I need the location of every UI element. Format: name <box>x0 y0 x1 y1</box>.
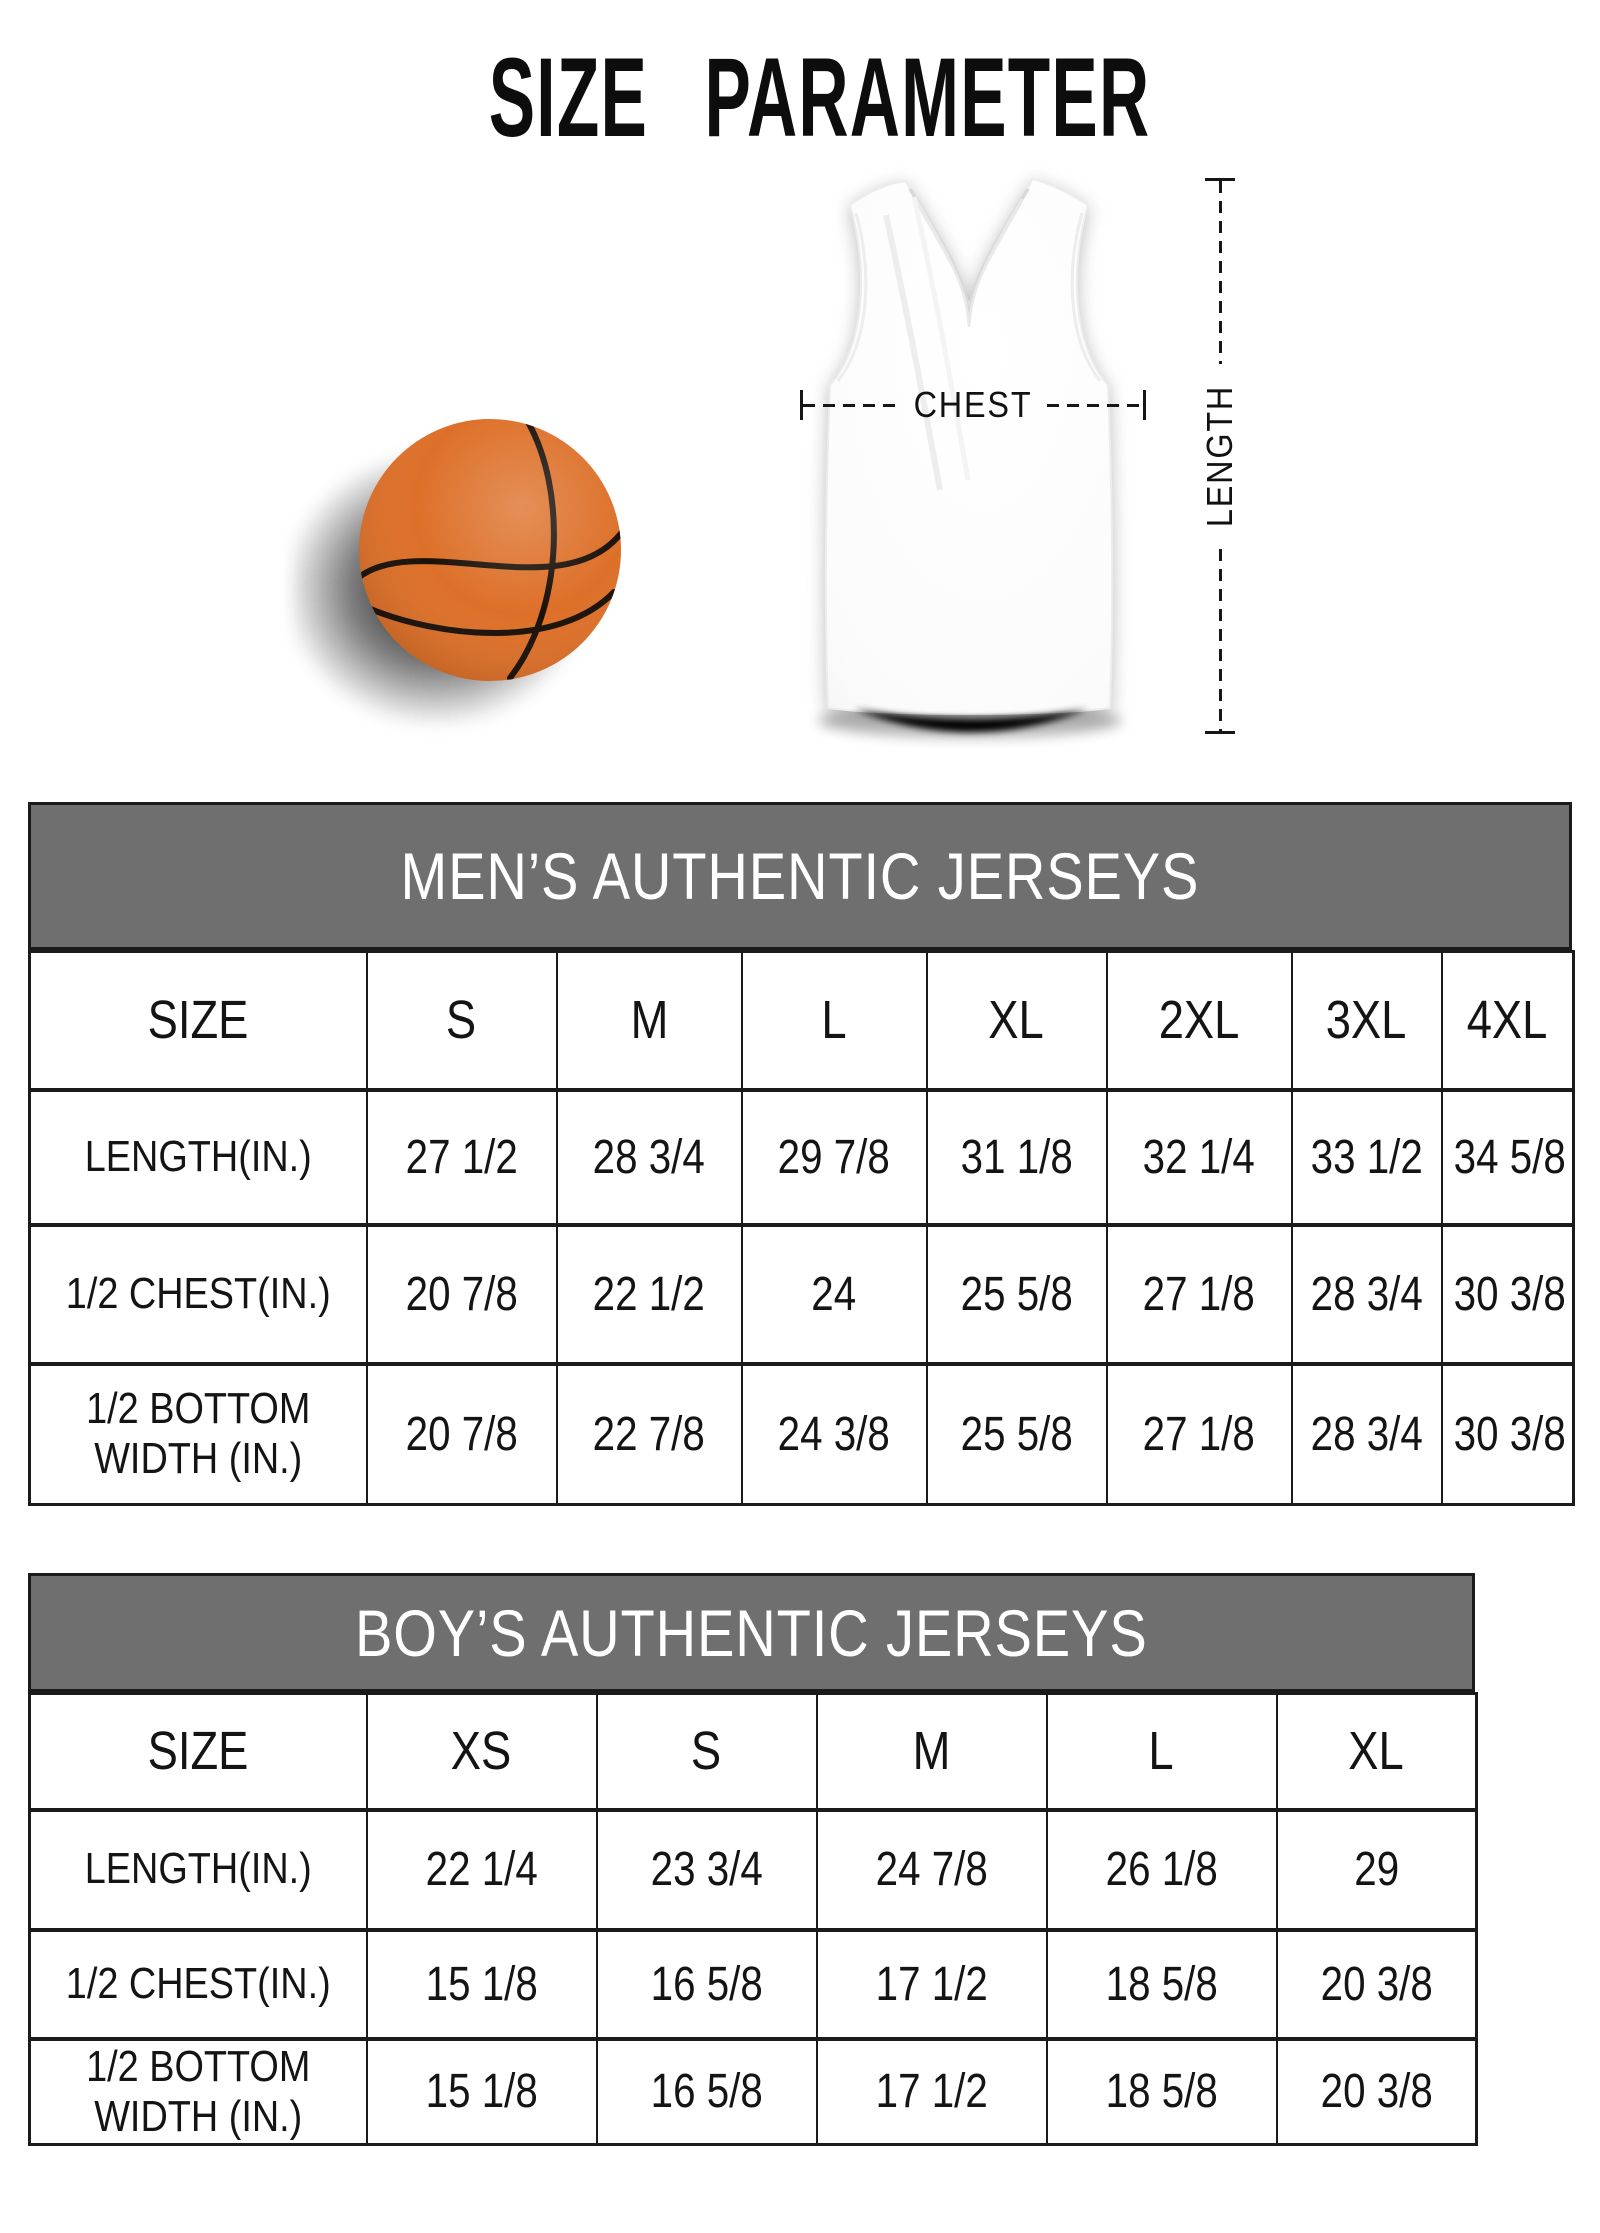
value-cell: 16 5/8 <box>595 2038 817 2145</box>
column-header-cell: L <box>740 951 927 1092</box>
value-cell: 28 3/4 <box>555 1089 742 1227</box>
basketball-shading <box>359 419 621 681</box>
page-title: SIZE PARAMETER <box>489 35 1151 160</box>
value-cell: 20 3/8 <box>1275 2038 1477 2145</box>
value-cell: 27 1/2 <box>365 1089 557 1227</box>
value-cell: 25 5/8 <box>925 1363 1107 1505</box>
value-cell: 34 5/8 <box>1440 1089 1574 1227</box>
value-cell: 24 3/8 <box>740 1363 927 1505</box>
value-cell: 30 3/8 <box>1440 1363 1574 1505</box>
value-cell: 25 5/8 <box>925 1224 1107 1366</box>
length-label-box: LENGTH <box>1141 364 1299 549</box>
jersey-armhole-left <box>836 212 868 382</box>
row-label-cell: 1/2 BOTTOM WIDTH (IN.) <box>86 2041 311 2141</box>
value-cell: 22 1/4 <box>365 1809 597 1932</box>
value-cell: 20 7/8 <box>365 1363 557 1505</box>
value-cell: 28 3/4 <box>1290 1224 1442 1366</box>
jersey-hem-shadow <box>854 709 1088 732</box>
length-dash-top <box>1218 181 1222 364</box>
value-cell: 16 5/8 <box>595 1929 817 2041</box>
chest-dash-left <box>803 403 899 407</box>
value-cell: 18 5/8 <box>1045 2038 1277 2145</box>
boys-length-row: LENGTH(IN.) 22 1/4 23 3/4 24 7/8 26 1/8 … <box>29 1809 1477 1932</box>
column-header-cell: 2XL <box>1105 951 1292 1092</box>
boys-table-title: BOY’S AUTHENTIC JERSEYS <box>355 1595 1148 1670</box>
row-label-cell: LENGTH(IN.) <box>29 1809 367 1932</box>
value-cell: 30 3/8 <box>1440 1224 1574 1366</box>
boys-table-header: BOY’S AUTHENTIC JERSEYS <box>28 1573 1475 1692</box>
row-label-cell: 1/2 CHEST(IN.) <box>29 1929 367 2041</box>
column-header-cell: XS <box>365 1693 597 1812</box>
column-header-cell: SIZE <box>29 951 367 1092</box>
jersey-crease <box>883 214 943 491</box>
jersey-crease <box>911 196 971 481</box>
boys-columns-row: SIZE XS S M L XL <box>29 1693 1477 1812</box>
value-cell: 20 3/8 <box>1275 1929 1477 2041</box>
value-cell: 24 7/8 <box>815 1809 1047 1932</box>
jersey-body <box>824 177 1114 715</box>
column-header-cell: XL <box>1275 1693 1477 1812</box>
column-header-cell: SIZE <box>29 1693 367 1812</box>
column-header-cell: 3XL <box>1290 951 1442 1092</box>
boys-chest-row: 1/2 CHEST(IN.) 15 1/8 16 5/8 17 1/2 18 5… <box>29 1929 1477 2041</box>
column-header-cell: S <box>595 1693 817 1812</box>
boys-bottom-width-row: 1/2 BOTTOM WIDTH (IN.) 15 1/8 16 5/8 17 … <box>30 2038 1477 2145</box>
mens-length-row: LENGTH(IN.) 27 1/2 28 3/4 29 7/8 31 1/8 … <box>29 1089 1574 1227</box>
value-cell: 20 7/8 <box>365 1224 557 1366</box>
length-dash-bottom <box>1218 548 1222 731</box>
mens-size-table: SIZE S M L XL 2XL 3XL 4XL LENGTH(IN.) 27… <box>28 950 1575 1506</box>
jersey-neck-trim-inner <box>914 198 1024 328</box>
value-cell: 28 3/4 <box>1290 1363 1442 1505</box>
mens-columns-row: SIZE S M L XL 2XL 3XL 4XL <box>29 951 1574 1092</box>
value-cell: 32 1/4 <box>1105 1089 1292 1227</box>
mens-bottom-width-row: 1/2 BOTTOM WIDTH (IN.) 20 7/8 22 7/8 24 … <box>30 1363 1574 1505</box>
column-header-cell: 4XL <box>1440 951 1574 1092</box>
mens-chest-row: 1/2 CHEST(IN.) 20 7/8 22 1/2 24 25 5/8 2… <box>29 1224 1574 1366</box>
length-tick-bottom <box>1205 731 1235 734</box>
value-cell: 22 1/2 <box>555 1224 742 1366</box>
value-cell: 17 1/2 <box>815 1929 1047 2041</box>
chest-tick-right <box>1143 390 1147 420</box>
value-cell: 29 <box>1275 1809 1477 1932</box>
column-header-cell: XL <box>925 951 1107 1092</box>
page-title-wrap: SIZE PARAMETER <box>0 42 1600 154</box>
value-cell: 22 7/8 <box>555 1363 742 1505</box>
mens-table-title: MEN’S AUTHENTIC JERSEYS <box>400 839 1200 913</box>
chest-measure-line: CHEST <box>800 384 1147 425</box>
value-cell: 33 1/2 <box>1290 1089 1442 1227</box>
length-measure-line: LENGTH <box>1199 178 1240 734</box>
value-cell: 29 7/8 <box>740 1089 927 1227</box>
basketball-image <box>359 419 621 681</box>
value-cell: 31 1/8 <box>925 1089 1107 1227</box>
column-header-cell: L <box>1045 1693 1277 1812</box>
chest-dash-right <box>1047 403 1144 407</box>
column-header-cell: M <box>555 951 742 1092</box>
value-cell: 15 1/8 <box>365 2038 597 2145</box>
value-cell: 18 5/8 <box>1045 1929 1277 2041</box>
jersey-image <box>818 177 1122 738</box>
value-cell: 17 1/2 <box>815 2038 1047 2145</box>
value-cell: 26 1/8 <box>1045 1809 1277 1932</box>
measurement-figure: CHEST LENGTH <box>0 140 1600 780</box>
row-label-cell: 1/2 BOTTOM WIDTH (IN.) <box>86 1384 311 1484</box>
row-label-cell: LENGTH(IN.) <box>29 1089 367 1227</box>
chest-label: CHEST <box>913 384 1033 425</box>
length-tick-top <box>1205 178 1235 181</box>
length-label: LENGTH <box>1199 384 1240 528</box>
value-cell: 15 1/8 <box>365 1929 597 2041</box>
value-cell: 27 1/8 <box>1105 1224 1292 1366</box>
column-header-cell: S <box>365 951 557 1092</box>
boys-size-table: SIZE XS S M L XL LENGTH(IN.) 22 1/4 23 3… <box>28 1692 1478 2146</box>
mens-table-header: MEN’S AUTHENTIC JERSEYS <box>28 802 1572 950</box>
value-cell: 23 3/4 <box>595 1809 817 1932</box>
value-cell: 24 <box>740 1224 927 1366</box>
value-cell: 27 1/8 <box>1105 1363 1292 1505</box>
chest-tick-left <box>800 390 803 420</box>
row-label-cell: 1/2 CHEST(IN.) <box>29 1224 367 1366</box>
jersey-body-group <box>824 177 1114 715</box>
jersey-armhole-right <box>1070 212 1102 382</box>
column-header-cell: M <box>815 1693 1047 1812</box>
